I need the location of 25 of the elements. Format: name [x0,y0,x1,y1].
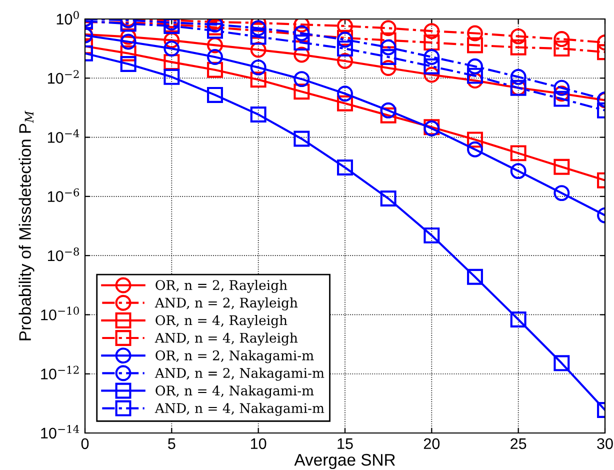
legend-label: OR, n = 2, Rayleigh [156,280,288,293]
y-tick-label: 10$^{−12}$ [41,366,79,380]
x-tick-label: 15 [338,438,353,450]
legend-label: OR, n = 2, Nakagami-m [156,350,314,364]
y-tick-label: 10$^{−10}$ [41,306,79,320]
x-tick-label: 0 [81,438,89,450]
y-axis-title: Probability of Missdetection P$_{M}$ [18,110,34,340]
y-tick-label: 10$^{−8}$ [48,248,80,262]
y-tick-label: 10$^{−2}$ [48,70,79,84]
x-tick-label: 10 [251,438,266,450]
y-tick-label: 10$^{−14}$ [41,424,80,439]
x-axis-title: Avergae SNR [294,454,396,470]
legend-label: AND, n = 4, Nakagami-m [154,402,324,416]
legend-label: OR, n = 4, Rayleigh [156,315,288,328]
y-tick-label: 10$^{−4}$ [48,129,80,143]
x-tick-label: 20 [424,438,440,450]
legend-label: AND, n = 2, Rayleigh [154,297,298,310]
x-tick-label: 30 [597,438,613,450]
y-tick-label: 10$^{0}$ [56,10,79,25]
legend-label: OR, n = 4, Nakagami-m [156,385,314,398]
x-tick-label: 5 [168,438,176,450]
x-tick-label: 25 [510,438,526,450]
legend-label: AND, n = 2, Nakagami-m [154,368,324,381]
legend-label: AND, n = 4, Rayleigh [154,332,298,346]
y-tick-label: 10$^{−6}$ [48,188,80,202]
